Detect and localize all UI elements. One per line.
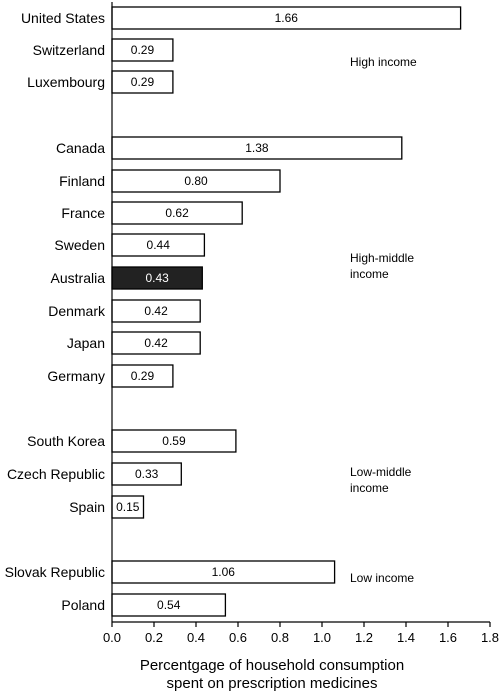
group-labels-layer: High income High-middle income Low-middle in… [350, 55, 417, 585]
value-label-japan: 0.42 [144, 336, 168, 350]
x-tick-label: 1.8 [481, 630, 499, 645]
group-label-1: High-middle income [350, 251, 414, 281]
category-label-south-korea: South Korea [27, 433, 105, 449]
category-label-united-states: United States [21, 10, 105, 26]
value-label-spain: 0.15 [116, 500, 140, 514]
value-label-sweden: 0.44 [147, 238, 171, 252]
group-label-0: High income [350, 55, 417, 69]
x-tick-label: 0.2 [145, 630, 163, 645]
category-label-czech-republic: Czech Republic [7, 466, 105, 482]
x-axis: 0.0 0.2 0.4 0.6 0.8 1.0 1.2 1.4 1.6 1.8 [103, 2, 499, 645]
value-label-united-states: 1.66 [275, 11, 299, 25]
group-label-2: Low-middle income [350, 465, 412, 495]
value-label-slovak-republic: 1.06 [212, 565, 236, 579]
value-label-poland: 0.54 [157, 598, 181, 612]
category-label-france: France [61, 205, 105, 221]
value-label-australia: 0.43 [145, 271, 169, 285]
x-tick-label: 1.0 [313, 630, 331, 645]
x-tick-label: 1.4 [397, 630, 415, 645]
x-axis-label: Percentgage of household consumption spen… [140, 657, 404, 692]
category-label-luxembourg: Luxembourg [27, 74, 105, 90]
x-tick-label: 0.0 [103, 630, 121, 645]
category-label-australia: Australia [51, 270, 106, 286]
value-label-france: 0.62 [165, 206, 189, 220]
value-label-canada: 1.38 [245, 141, 269, 155]
category-label-japan: Japan [67, 335, 105, 351]
category-labels-layer: United States Switzerland Luxembourg Canada… [5, 10, 106, 613]
category-label-slovak-republic: Slovak Republic [5, 564, 105, 580]
x-tick-label: 0.4 [187, 630, 205, 645]
category-label-finland: Finland [59, 173, 105, 189]
value-label-south-korea: 0.59 [162, 434, 186, 448]
x-tick-label: 0.8 [271, 630, 289, 645]
category-label-germany: Germany [47, 368, 105, 384]
x-tick-label: 1.2 [355, 630, 373, 645]
group-label-3: Low income [350, 571, 414, 585]
category-label-spain: Spain [69, 499, 105, 515]
value-label-germany: 0.29 [131, 369, 155, 383]
category-label-poland: Poland [61, 597, 105, 613]
x-tick-label: 1.6 [439, 630, 457, 645]
value-label-finland: 0.80 [184, 174, 208, 188]
bars-layer: 1.66 0.29 0.29 1.38 0.80 0.62 0.44 0.43 0.42 0.42… [111, 6, 462, 617]
category-label-canada: Canada [56, 140, 105, 156]
value-label-luxembourg: 0.29 [131, 75, 155, 89]
value-label-czech-republic: 0.33 [135, 467, 159, 481]
value-label-switzerland: 0.29 [131, 43, 155, 57]
value-label-denmark: 0.42 [144, 304, 168, 318]
category-label-switzerland: Switzerland [33, 42, 105, 58]
category-label-denmark: Denmark [48, 303, 106, 319]
x-tick-label: 0.6 [229, 630, 247, 645]
category-label-sweden: Sweden [54, 237, 105, 253]
